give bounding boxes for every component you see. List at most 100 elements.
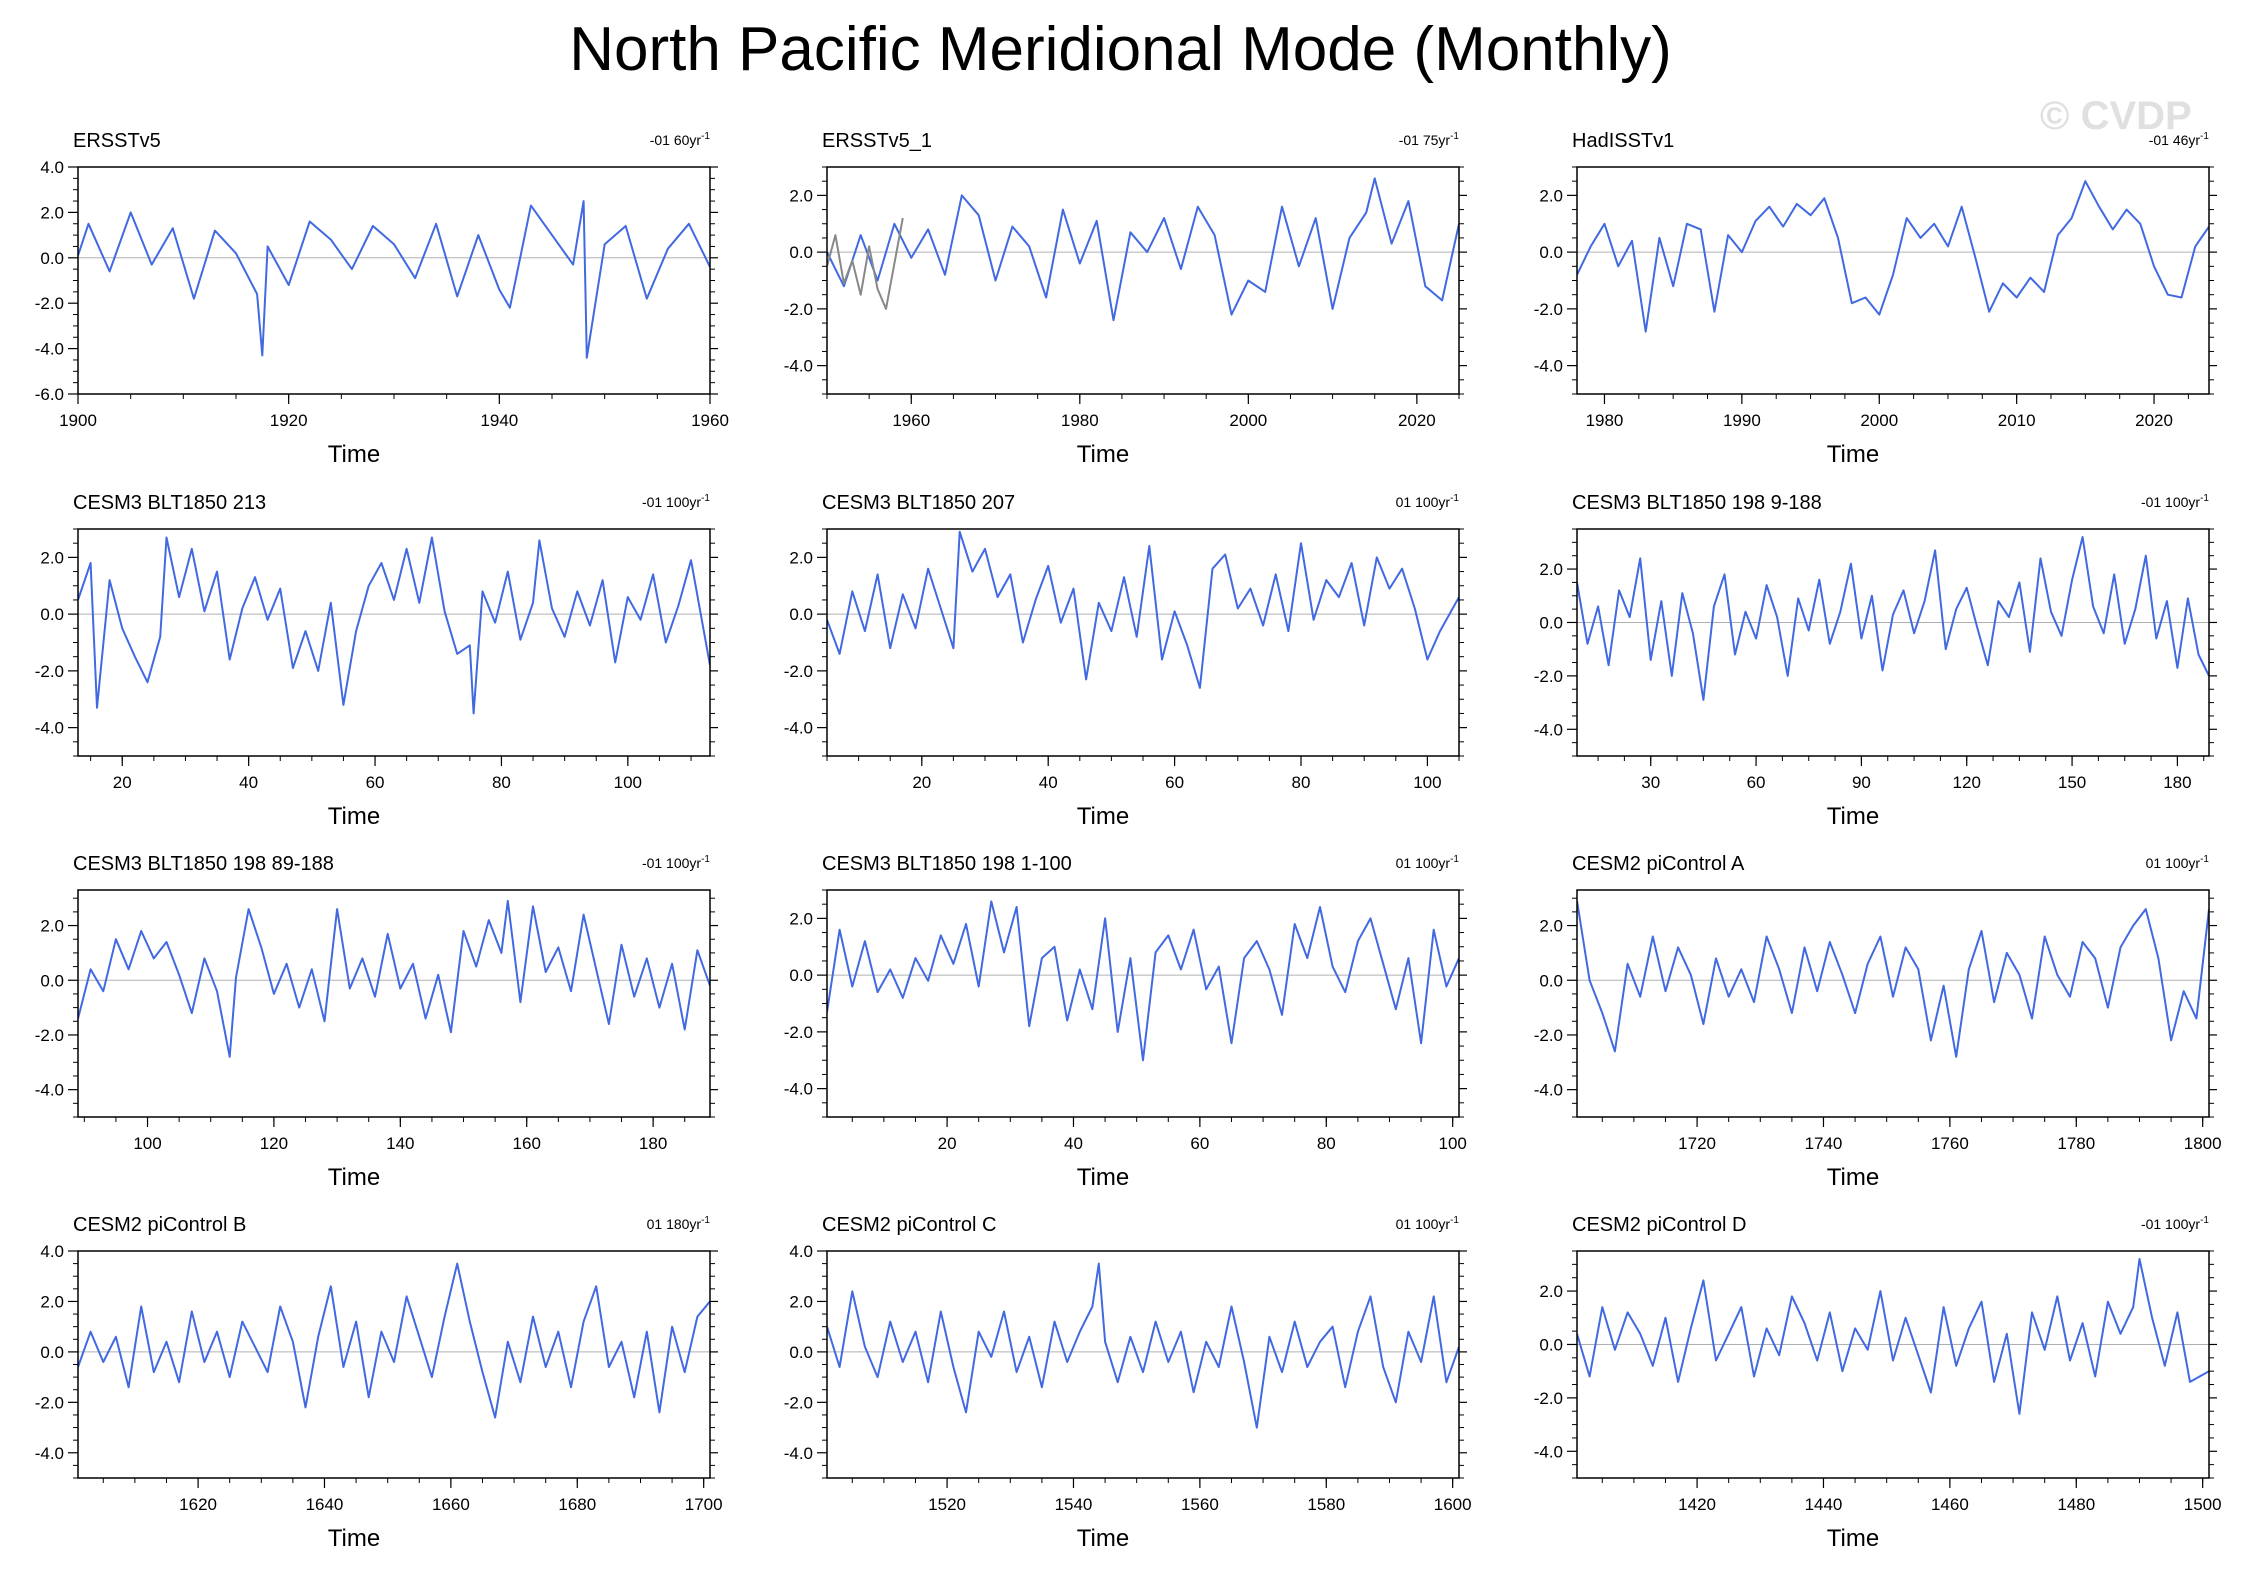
x-tick-label: 2010 (1998, 411, 2036, 430)
x-tick-label: 40 (1064, 1134, 1083, 1153)
plot-frame (826, 889, 1460, 1118)
x-tick-label: 1800 (2184, 1134, 2222, 1153)
x-tick-label: 20 (912, 773, 931, 792)
y-tick-label: -2.0 (1534, 667, 1563, 686)
y-tick-label: -2.0 (1534, 1026, 1563, 1045)
y-tick-label: 2.0 (40, 1292, 64, 1311)
chart-panel-11: CESM2 piControl C 01 100yr-1 -4.0 -2.0 0.0 2.… (784, 1214, 1472, 1552)
x-tick-label: 60 (1190, 1134, 1209, 1153)
series-line (78, 899, 710, 1058)
x-tick-label: 1960 (892, 411, 930, 430)
y-tick-label: 0.0 (1539, 1335, 1563, 1354)
series-line (1577, 536, 2209, 701)
series-line (78, 1262, 710, 1419)
watermark: © CVDP (2040, 94, 2192, 138)
chart-title: CESM3 BLT1850 198 9-188 (1572, 492, 1822, 514)
y-tick-label: 2.0 (789, 186, 813, 205)
chart-panel-8: CESM3 BLT1850 198 1-100 01 100yr-1 -4.0 -2.… (784, 853, 1467, 1191)
y-tick-label: -2.0 (35, 662, 64, 681)
x-tick-label: 20 (113, 773, 132, 792)
y-tick-label: 2.0 (789, 548, 813, 567)
x-axis-label: Time (1077, 441, 1129, 468)
plot-frame (1576, 1250, 2210, 1479)
chart-panel-6: CESM3 BLT1850 198 9-188 -01 100yr-1 -4.0 -2… (1534, 492, 2217, 830)
x-tick-label: 180 (639, 1134, 667, 1153)
plot-frame (826, 528, 1460, 757)
chart-title: CESM2 piControl D (1572, 1214, 1747, 1236)
x-axis-label: Time (1827, 803, 1879, 830)
plot-frame (77, 889, 711, 1118)
series-line (827, 530, 1459, 689)
x-tick-label: 1960 (691, 411, 729, 430)
y-tick-label: -4.0 (35, 340, 64, 359)
plot-frame (826, 166, 1460, 395)
x-tick-label: 80 (1317, 1134, 1336, 1153)
y-tick-label: 2.0 (1539, 186, 1563, 205)
series-line (827, 1262, 1459, 1429)
x-tick-label: 150 (2058, 773, 2086, 792)
y-tick-label: 2.0 (40, 548, 64, 567)
x-axis-label: Time (1827, 1525, 1879, 1552)
x-tick-label: 2020 (2135, 411, 2173, 430)
x-tick-label: 30 (1641, 773, 1660, 792)
x-tick-label: 1990 (1723, 411, 1761, 430)
chart-annotation: -01 100yr-1 (2141, 493, 2209, 510)
y-tick-label: -4.0 (1534, 357, 1563, 376)
chart-panel-7: CESM3 BLT1850 198 89-188 -01 100yr-1 -4.0 -… (35, 853, 718, 1191)
y-tick-label: 0.0 (789, 243, 813, 262)
x-axis-label: Time (1077, 1164, 1129, 1191)
x-tick-label: 60 (1165, 773, 1184, 792)
x-axis-label: Time (328, 1525, 380, 1552)
x-tick-label: 20 (938, 1134, 957, 1153)
y-tick-label: 4.0 (40, 1242, 64, 1261)
y-tick-label: -4.0 (1534, 720, 1563, 739)
x-tick-label: 40 (239, 773, 258, 792)
y-tick-label: -2.0 (35, 1393, 64, 1412)
x-tick-label: 60 (1747, 773, 1766, 792)
x-tick-label: 1620 (179, 1495, 217, 1514)
y-tick-label: -4.0 (1534, 1081, 1563, 1100)
y-tick-label: 0.0 (1539, 971, 1563, 990)
y-tick-label: -6.0 (35, 385, 64, 404)
y-tick-label: -4.0 (784, 1444, 813, 1463)
x-tick-label: 1940 (480, 411, 518, 430)
chart-panel-1: ERSSTv5 -01 60yr-1 -6.0 -4.0 -2.0 0.0 2.0 4.0 19… (35, 130, 729, 468)
chart-annotation: 01 100yr-1 (1396, 1215, 1460, 1232)
chart-panel-10: CESM2 piControl B 01 180yr-1 -4.0 -2.0 0.0 2.… (35, 1214, 723, 1552)
x-tick-label: 100 (1413, 773, 1441, 792)
y-tick-label: 2.0 (789, 909, 813, 928)
y-tick-label: -2.0 (784, 300, 813, 319)
x-tick-label: 1980 (1586, 411, 1624, 430)
chart-annotation: 01 100yr-1 (2146, 854, 2210, 871)
y-tick-label: 4.0 (789, 1242, 813, 1261)
chart-title: CESM2 piControl A (1572, 853, 1745, 875)
y-tick-label: -2.0 (1534, 1389, 1563, 1408)
chart-annotation: 01 180yr-1 (647, 1215, 711, 1232)
chart-annotation: 01 100yr-1 (1396, 493, 1460, 510)
y-tick-label: -4.0 (784, 719, 813, 738)
chart-title: ERSSTv5_1 (822, 130, 932, 152)
x-axis-label: Time (1077, 803, 1129, 830)
x-axis-label: Time (1077, 1525, 1129, 1552)
chart-panel-3: HadISSTv1 -01 46yr-1 -4.0 -2.0 0.0 2.0 1980 199… (1534, 130, 2217, 468)
x-tick-label: 1420 (1678, 1495, 1716, 1514)
y-tick-label: 0.0 (1539, 613, 1563, 632)
chart-title: CESM2 piControl B (73, 1214, 246, 1236)
x-tick-label: 1500 (2184, 1495, 2222, 1514)
y-tick-label: 0.0 (789, 1343, 813, 1362)
x-tick-label: 60 (366, 773, 385, 792)
x-tick-label: 1520 (928, 1495, 966, 1514)
x-tick-label: 1460 (1931, 1495, 1969, 1514)
y-tick-label: -2.0 (784, 1023, 813, 1042)
x-tick-label: 1660 (432, 1495, 470, 1514)
x-tick-label: 140 (386, 1134, 414, 1153)
x-tick-label: 80 (492, 773, 511, 792)
chart-annotation: -01 100yr-1 (2141, 1215, 2209, 1232)
x-tick-label: 1560 (1181, 1495, 1219, 1514)
chart-title: HadISSTv1 (1572, 130, 1674, 152)
plot-frame (826, 1250, 1460, 1479)
series-line (1577, 1258, 2209, 1415)
x-tick-label: 2000 (1229, 411, 1267, 430)
y-tick-label: -4.0 (35, 1444, 64, 1463)
x-tick-label: 120 (1953, 773, 1981, 792)
